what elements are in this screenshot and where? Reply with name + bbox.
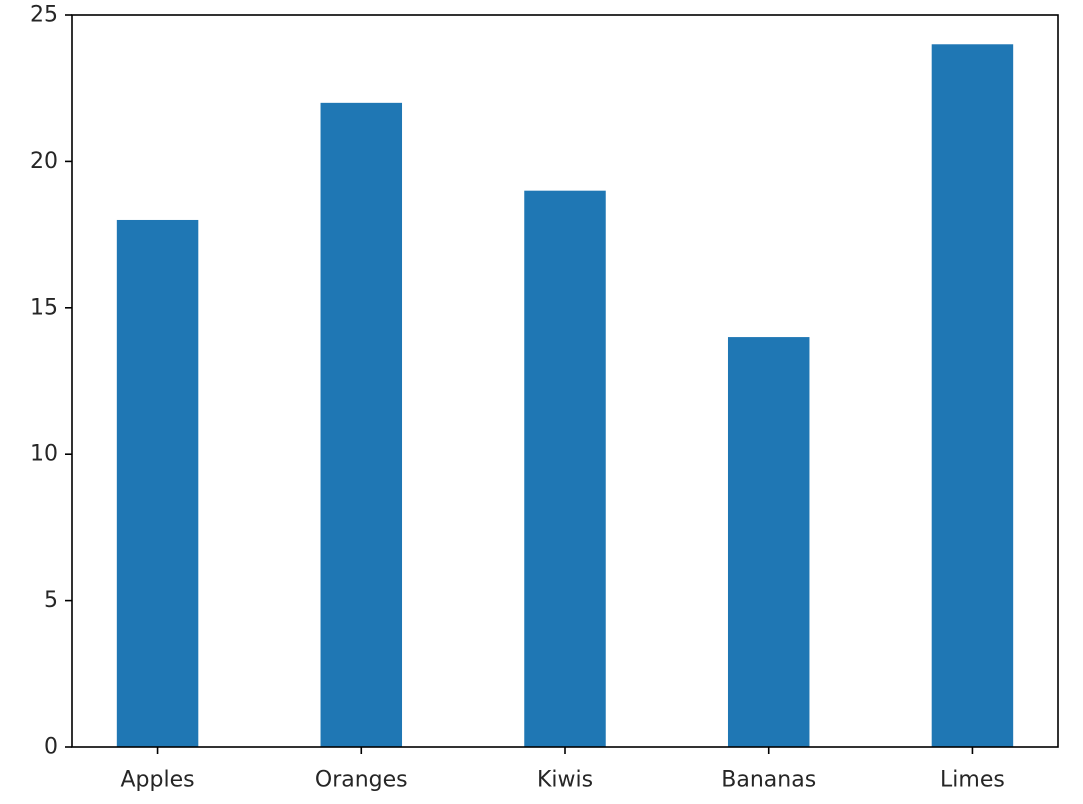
bar-apples	[116, 219, 199, 747]
x-axis: Apples Oranges Kiwis Bananas Limes	[121, 747, 1005, 793]
y-tick-label: 15	[30, 295, 58, 320]
bar-bananas	[727, 337, 810, 747]
bar-kiwis	[524, 190, 606, 747]
x-tick-label: Oranges	[315, 768, 408, 793]
bars-group	[116, 44, 1014, 748]
y-tick-label: 25	[30, 3, 58, 28]
y-tick-label: 10	[30, 442, 58, 467]
x-tick-label: Bananas	[721, 768, 816, 793]
bar-limes	[931, 44, 1014, 747]
y-tick-label: 20	[30, 149, 58, 174]
plot-frame	[71, 14, 1059, 748]
x-tick-label: Apples	[121, 768, 195, 793]
y-axis: 0 5 10 15 20 25	[30, 3, 72, 760]
x-tick-label: Kiwis	[537, 768, 593, 793]
y-tick-label: 0	[44, 735, 58, 760]
bar-oranges	[320, 102, 403, 748]
y-tick-label: 5	[44, 588, 58, 613]
x-tick-label: Limes	[940, 768, 1005, 793]
